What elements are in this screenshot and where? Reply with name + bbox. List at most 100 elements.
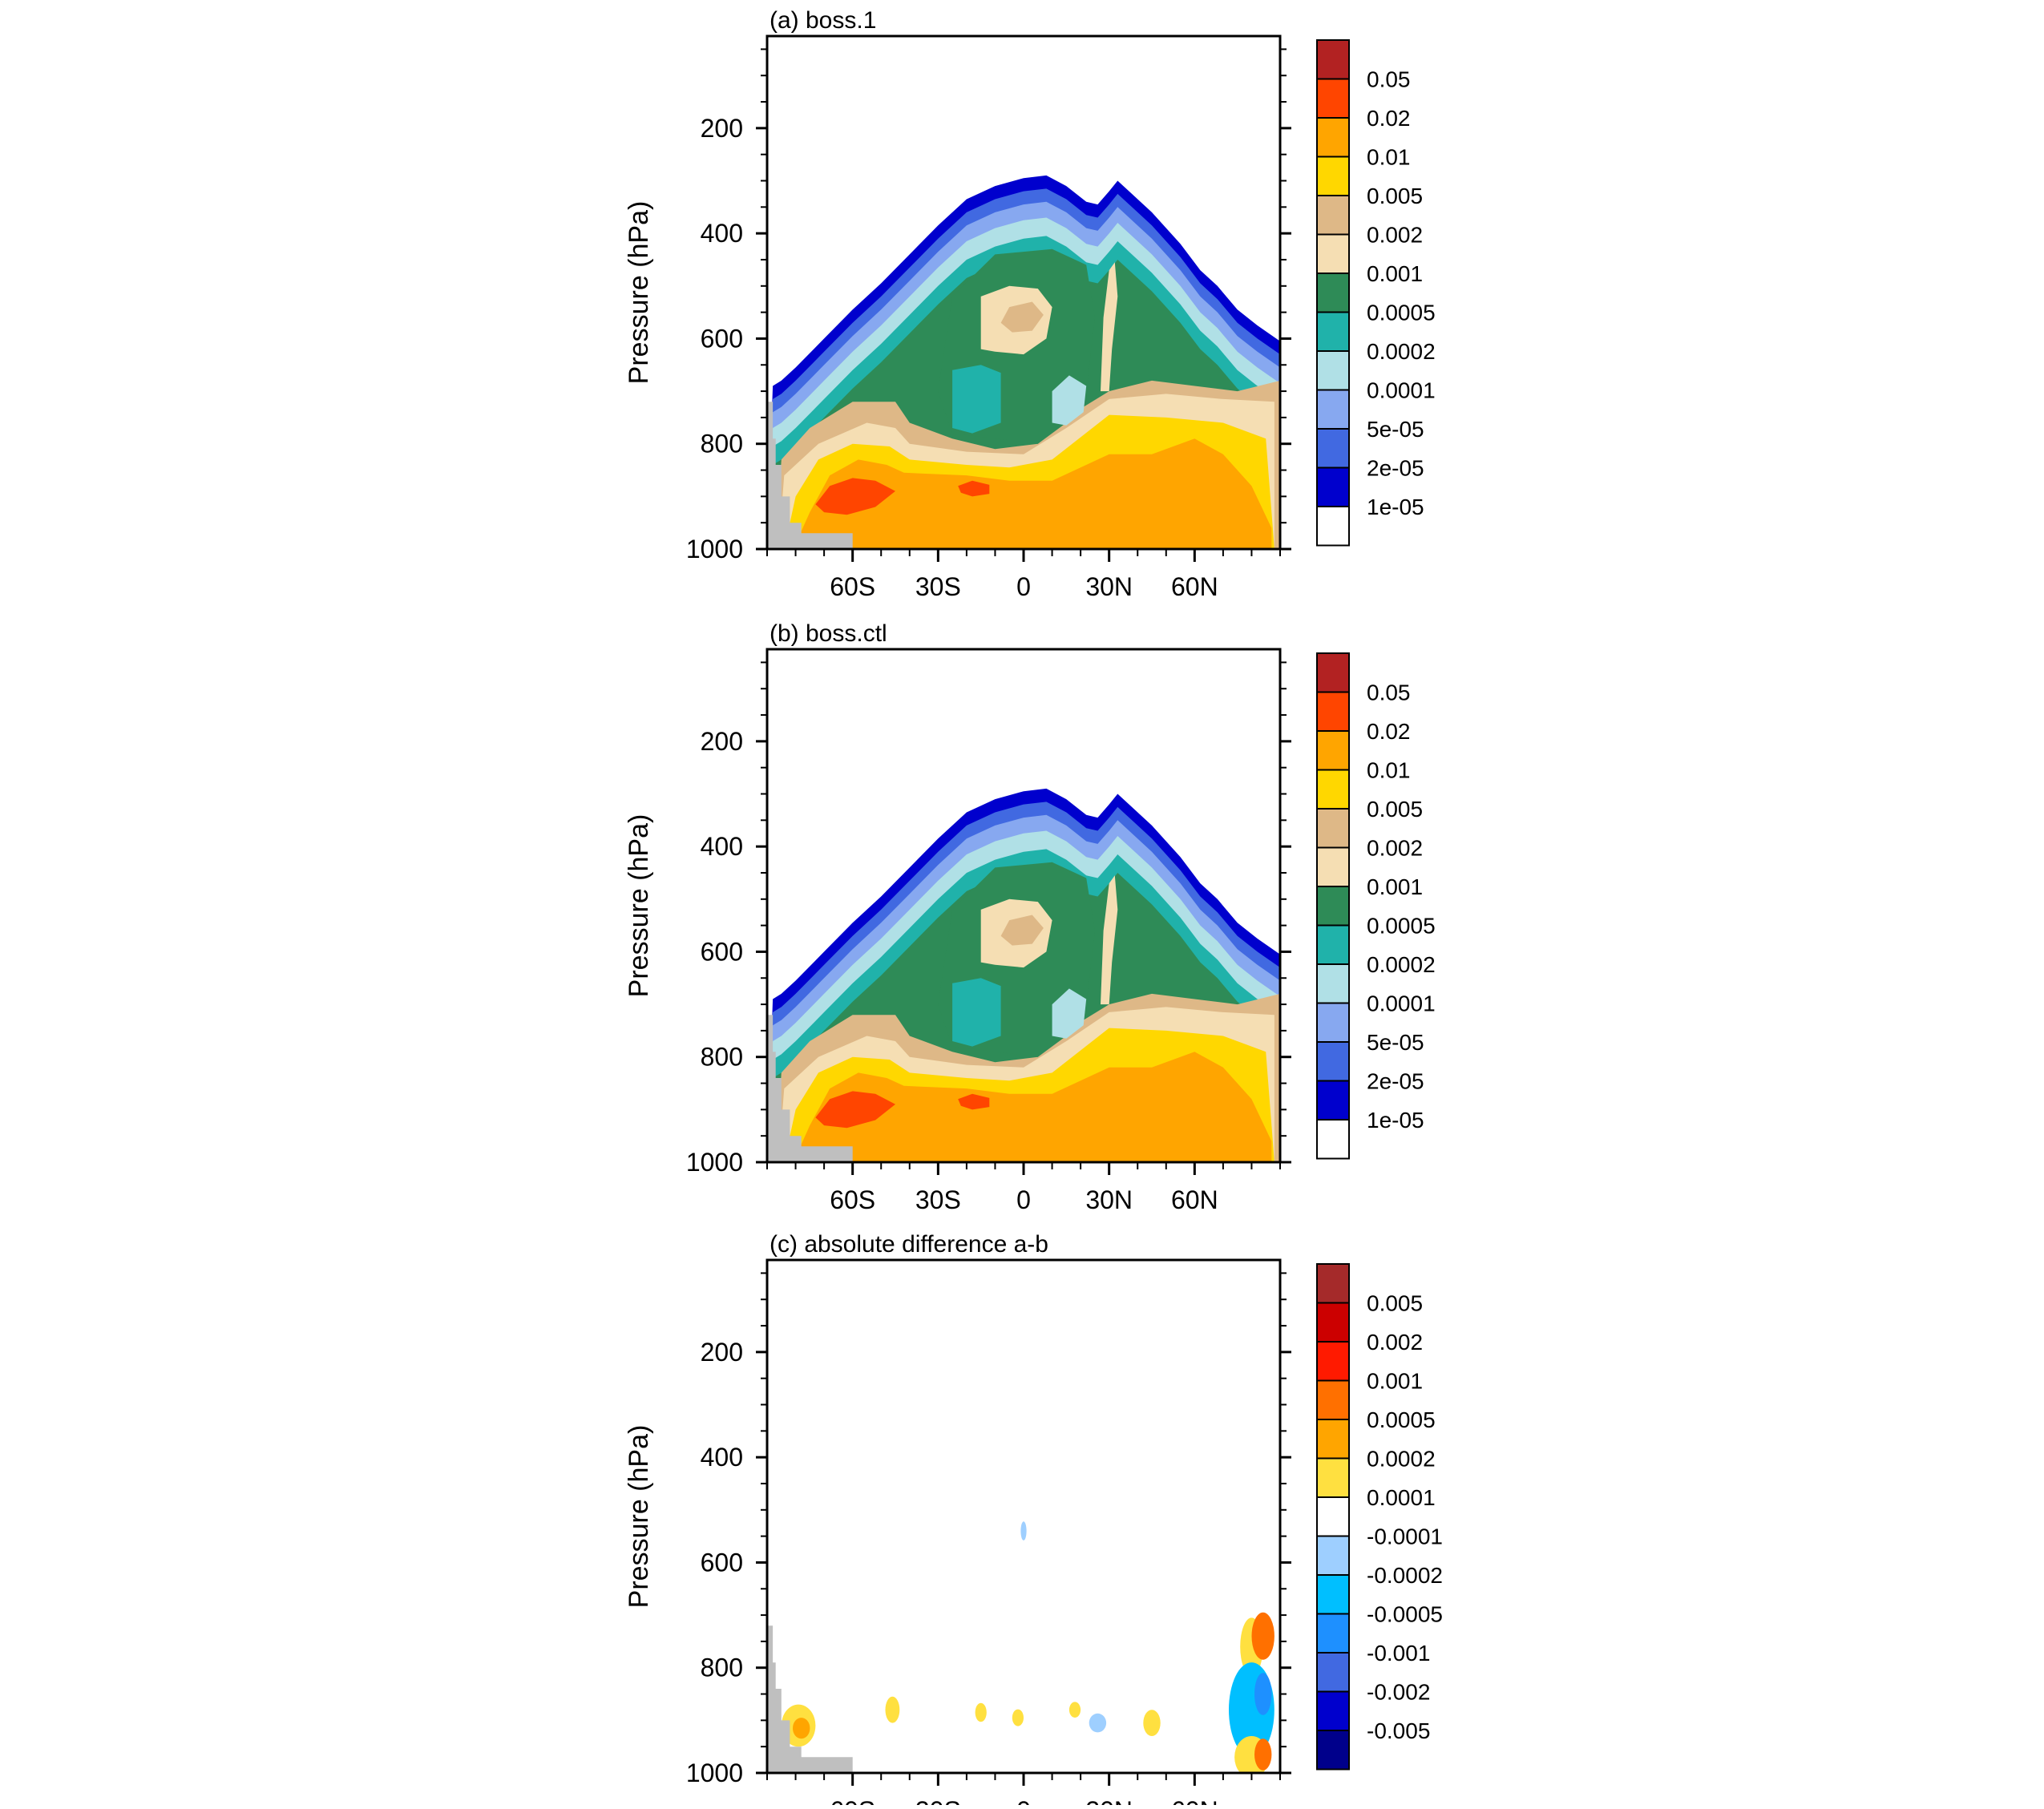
colorbar-label: 0.0002 [1367,952,1436,977]
colorbar-label: 0.0005 [1367,301,1436,325]
contour-core-2 [952,978,1001,1047]
colorbar-label: 0.001 [1367,261,1423,286]
x-tick-label: 0 [1016,1796,1031,1805]
contour-core-5 [1000,301,1044,333]
x-tick-label: 30S [915,1796,961,1805]
y-tick-label: 200 [701,727,743,756]
colorbar-label: 0.02 [1367,719,1411,744]
plot-area [767,788,1280,1162]
colorbar-label: 5e-05 [1367,1030,1424,1055]
y-tick-label: 1000 [686,1759,743,1787]
x-tick-label: 0 [1016,1185,1031,1214]
contour-lower-6 [958,480,990,497]
colorbar-box [1316,963,1350,1004]
y-tick-label: 1000 [686,535,743,563]
colorbar-box [1316,506,1350,547]
colorbar-label: 0.002 [1367,836,1423,861]
y-tick-label: 800 [701,1654,743,1682]
x-tick-label: 30N [1085,1185,1133,1214]
y-tick-label: 200 [701,114,743,143]
colorbar-label: 0.001 [1367,874,1423,899]
colorbar-label: -0.002 [1367,1680,1430,1705]
colorbar-box [1316,78,1350,119]
difference-blob-11 [1251,1612,1274,1660]
colorbar-box [1316,1341,1350,1382]
y-tick-label: 400 [701,832,743,861]
difference-blob-6 [1068,1702,1081,1718]
colorbar-label: 0.05 [1367,680,1411,705]
colorbar-box [1316,1041,1350,1082]
colorbar-label: 0.0001 [1367,991,1436,1016]
difference-blob-8 [1143,1710,1161,1737]
colorbar-box [1316,155,1350,196]
difference-blob-3 [885,1696,900,1723]
difference-blob-15 [1254,1738,1272,1771]
x-tick-label: 60S [830,1796,875,1805]
difference-blob-2 [793,1718,810,1739]
colorbar-box [1316,652,1350,693]
colorbar-box [1316,195,1350,236]
colorbar-box [1316,1263,1350,1304]
colorbar-box [1316,1419,1350,1460]
colorbar-box [1316,428,1350,469]
colorbar-label: -0.0005 [1367,1602,1443,1627]
contour-lower-6 [958,1093,990,1110]
colorbar-box [1316,1119,1350,1160]
difference-blob-4 [975,1702,987,1722]
x-tick-label: 60N [1171,1185,1218,1214]
y-tick-label: 800 [701,430,743,458]
colorbar-box [1316,1379,1350,1420]
contour-core-6 [1101,875,1118,1005]
colorbar-box [1316,730,1350,771]
colorbar-label: 0.005 [1367,797,1423,822]
colorbar-box [1316,1690,1350,1731]
contour-lower-5 [815,1091,895,1129]
colorbar-label: 2e-05 [1367,456,1424,481]
colorbar-box [1316,1302,1350,1343]
panel-title: (a) boss.1 [770,7,876,34]
colorbar-label: 2e-05 [1367,1069,1424,1094]
colorbar-label: 0.005 [1367,1291,1423,1316]
colorbar-box [1316,311,1350,352]
colorbar-label: 1e-05 [1367,495,1424,519]
colorbar-box [1316,466,1350,507]
x-tick-label: 0 [1016,572,1031,601]
terrain-mask [767,402,853,549]
difference-blob-5 [1012,1709,1024,1726]
colorbar-box [1316,1652,1350,1693]
colorbar-label: 1e-05 [1367,1108,1424,1133]
panel-field [767,788,1280,1162]
colorbar-label: 0.005 [1367,184,1423,208]
colorbar-label: 0.01 [1367,145,1411,170]
plot-area [767,1521,1274,1773]
colorbar-box [1316,1002,1350,1043]
panel-field [767,175,1280,549]
y-axis-label: Pressure (hPa) [624,1425,654,1609]
colorbar-label: -0.005 [1367,1718,1430,1743]
contour-lower-5 [815,478,895,515]
colorbar-box [1316,39,1350,80]
colorbar-box [1316,846,1350,887]
y-tick-label: 200 [701,1338,743,1367]
colorbar-label: 5e-05 [1367,417,1424,442]
x-tick-label: 30N [1085,572,1133,601]
y-tick-label: 600 [701,1548,743,1577]
colorbar-label: 0.0005 [1367,914,1436,939]
terrain-mask [767,1625,853,1773]
contour-lower-4 [795,438,1272,549]
y-tick-label: 800 [701,1043,743,1072]
colorbar-label: -0.0001 [1367,1524,1443,1549]
colorbar-label: 0.0002 [1367,339,1436,364]
colorbar-box [1316,350,1350,391]
colorbar-label: 0.0001 [1367,378,1436,403]
x-tick-label: 60N [1171,572,1218,601]
plot-area [767,175,1280,549]
colorbar-box [1316,886,1350,927]
colorbar-box [1316,1613,1350,1654]
contour-core-3 [1052,988,1087,1039]
colorbar-label: -0.0002 [1367,1563,1443,1588]
panel-field [781,1521,1274,1773]
y-axis-label: Pressure (hPa) [624,201,654,385]
colorbar-label: 0.0005 [1367,1407,1436,1432]
